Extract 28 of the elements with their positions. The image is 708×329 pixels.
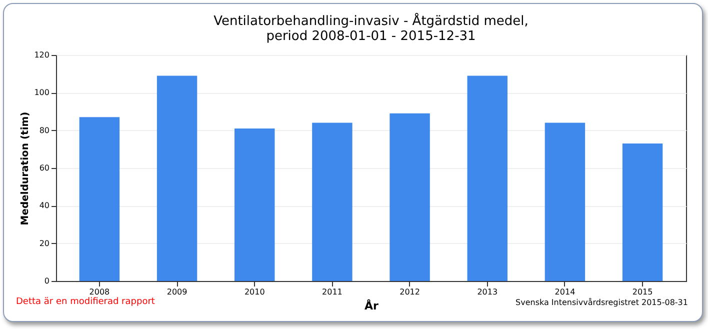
x-tick-label: 2008 <box>89 288 110 296</box>
y-tick-label: 20 <box>39 238 50 248</box>
chart-title: Ventilatorbehandling-invasiv - Åtgärdstid medel, period 2008-01-01 - 2015-12-31 <box>214 12 528 44</box>
text: Svenska Intensivvårdsregistret 2015-08-31 <box>516 298 688 307</box>
bar <box>622 144 663 281</box>
bar <box>544 122 586 281</box>
y-tick-label: 120 <box>34 50 50 60</box>
bar <box>390 113 430 281</box>
bar <box>79 117 120 281</box>
x-tick-label: 2009 <box>166 288 188 296</box>
x-axis-title: År <box>364 298 380 312</box>
y-tick-label: 60 <box>39 164 50 172</box>
x-tick-label: 2013 <box>477 288 498 296</box>
y-tick-label: 80 <box>39 126 50 135</box>
x-tick-label: 2011 <box>322 288 342 296</box>
bar <box>312 122 352 281</box>
x-tick-label: 2012 <box>400 288 420 296</box>
x-tick-label: 2014 <box>554 288 576 296</box>
x-tick-label: 2010 <box>244 288 265 296</box>
bar <box>234 128 275 281</box>
bar <box>156 76 198 281</box>
y-axis-title: Medelduration (tim) <box>20 112 32 226</box>
text: Detta är en modifierad rapport <box>16 297 155 307</box>
x-tick-label: 2015 <box>632 288 653 296</box>
bar <box>467 76 508 281</box>
y-tick-label: 0 <box>44 276 50 286</box>
y-tick-label: 100 <box>34 88 50 98</box>
y-tick-label: 40 <box>39 201 50 210</box>
